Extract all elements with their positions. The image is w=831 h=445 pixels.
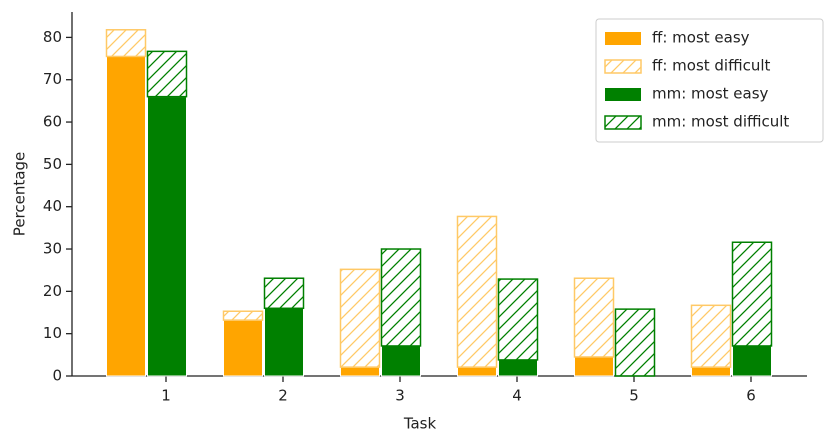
x-tick-label: 6 (746, 387, 756, 405)
legend-label: ff: most difficult (652, 57, 771, 75)
bar-segment (147, 96, 187, 377)
bar-segment (222, 310, 264, 321)
y-tick-label: 30 (43, 240, 62, 258)
bar-segment (339, 268, 381, 368)
bar-segment (614, 308, 656, 377)
bar-segment (574, 356, 614, 377)
bar-segment (263, 277, 305, 310)
bar-segment (690, 304, 732, 368)
y-tick-label: 0 (52, 367, 62, 385)
bar-segment (380, 248, 422, 347)
bar-segment (497, 278, 539, 361)
legend-swatch (605, 88, 641, 101)
y-tick-label: 20 (43, 282, 62, 300)
bar-segment (732, 345, 772, 377)
bar-segment (381, 345, 421, 377)
x-tick-label: 2 (278, 387, 288, 405)
bar-segment (457, 366, 497, 377)
legend-label: mm: most difficult (652, 113, 789, 131)
y-tick-label: 80 (43, 28, 62, 46)
bar-segment (573, 277, 615, 358)
x-axis-label: Task (403, 415, 437, 433)
legend-label: mm: most easy (652, 85, 769, 103)
bar-segment (106, 55, 146, 377)
bar-segment (340, 366, 380, 377)
x-tick-label: 1 (161, 387, 171, 405)
bar-segment (498, 359, 538, 377)
y-tick-label: 10 (43, 324, 62, 342)
y-tick-label: 50 (43, 155, 62, 173)
bar-segment (264, 307, 304, 377)
y-tick-label: 40 (43, 197, 62, 215)
legend-label: ff: most easy (652, 29, 750, 47)
y-axis-label: Percentage (11, 152, 29, 236)
x-tick-label: 3 (395, 387, 405, 405)
legend: ff: most easy ff: most difficult mm: most … (595, 18, 824, 143)
x-tick-label: 5 (629, 387, 639, 405)
legend-frame (595, 18, 824, 143)
bar-segment (731, 241, 773, 347)
y-tick-label: 70 (43, 70, 62, 88)
y-tick-label: 60 (43, 113, 62, 131)
bar-segment (105, 29, 147, 58)
bar-segment (691, 366, 731, 377)
bar-segment (146, 50, 188, 98)
legend-swatch (604, 115, 642, 130)
bar-segment (223, 319, 263, 377)
legend-swatch (605, 32, 641, 45)
x-tick-label: 4 (512, 387, 522, 405)
legend-swatch (604, 59, 642, 74)
bar-segment (456, 215, 498, 368)
